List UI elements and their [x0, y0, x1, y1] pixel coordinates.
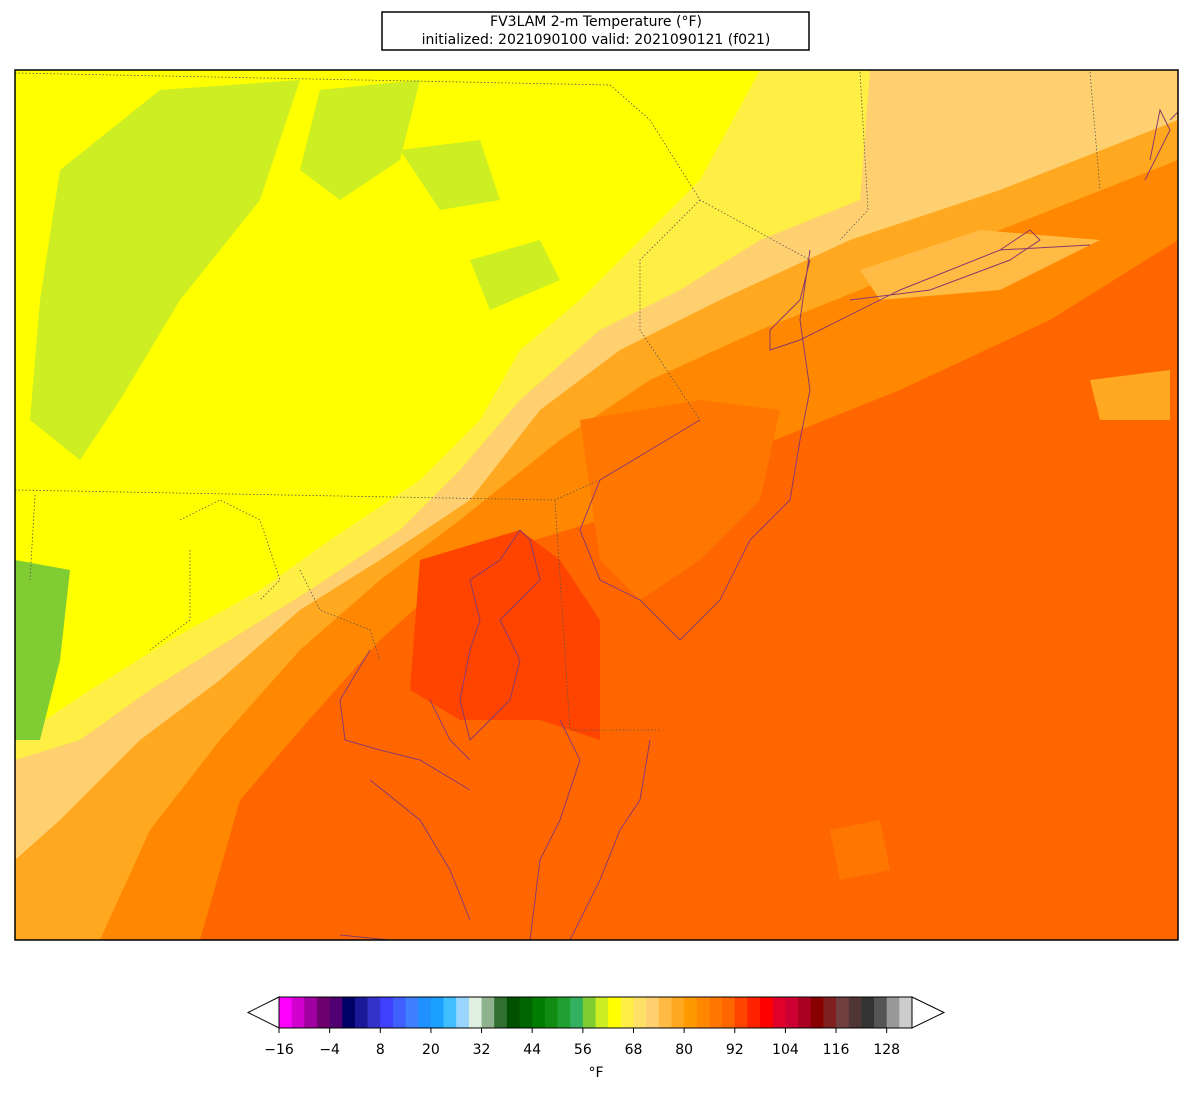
- colorbar-bin: [785, 997, 799, 1028]
- colorbar-bin: [595, 997, 609, 1028]
- colorbar-bin: [646, 997, 660, 1028]
- colorbar-bin: [304, 997, 318, 1028]
- colorbar-bin: [342, 997, 356, 1028]
- colorbar-bin: [481, 997, 495, 1028]
- colorbar-bin: [696, 997, 710, 1028]
- colorbar-bin: [608, 997, 622, 1028]
- colorbar-bin: [709, 997, 723, 1028]
- colorbar-bin: [886, 997, 900, 1028]
- map-frame: [14, 69, 1179, 941]
- colorbar-bin: [329, 997, 343, 1028]
- colorbar-label: °F: [588, 1065, 603, 1081]
- colorbar-tick-label: 8: [376, 1042, 385, 1058]
- colorbar-bin: [899, 997, 913, 1028]
- colorbar-bin: [810, 997, 824, 1028]
- colorbar-bin: [380, 997, 394, 1028]
- colorbar-bin: [544, 997, 559, 1028]
- colorbar-bin: [798, 997, 812, 1028]
- colorbar-bin: [418, 997, 432, 1028]
- colorbar-tick-label: 128: [873, 1042, 900, 1058]
- colorbar-bin: [582, 997, 596, 1028]
- colorbar-bin: [519, 997, 533, 1028]
- colorbar-tick-label: 20: [422, 1042, 440, 1058]
- colorbar-bin: [557, 997, 571, 1028]
- colorbar-tick-label: 44: [523, 1042, 541, 1058]
- colorbar-bin: [671, 997, 685, 1028]
- colorbar-bin: [823, 997, 837, 1028]
- colorbar-tick-label: 104: [772, 1042, 799, 1058]
- title-box: [381, 11, 810, 51]
- colorbar: −16 −4 8 20 32 44 56 68 80 92 104 116 128: [246, 996, 946, 1058]
- colorbar-bin: [532, 997, 546, 1028]
- colorbar-bin: [620, 997, 634, 1028]
- colorbar-tick-label: 68: [625, 1042, 643, 1058]
- colorbar-extend-high: [911, 996, 946, 1029]
- colorbar-bin: [468, 997, 483, 1028]
- colorbar-bin: [291, 997, 305, 1028]
- colorbar-frame: [278, 996, 913, 1029]
- colorbar-tick-label: 56: [574, 1042, 592, 1058]
- colorbar-bin: [405, 997, 419, 1028]
- colorbar-bin: [861, 997, 875, 1028]
- colorbar-bin: [836, 997, 850, 1028]
- temperature-map: [15, 70, 1178, 940]
- colorbar-bin: [772, 997, 786, 1028]
- colorbar-bin: [658, 997, 672, 1028]
- title-line: FV3LAM 2-m Temperature (°F): [490, 14, 702, 30]
- colorbar-tick-label: −4: [319, 1042, 340, 1058]
- colorbar-bin: [443, 997, 457, 1028]
- colorbar-bin: [570, 997, 584, 1028]
- colorbar-bin: [722, 997, 736, 1028]
- colorbar-tick-label: −16: [264, 1042, 294, 1058]
- colorbar-bin: [848, 997, 862, 1028]
- colorbar-bin: [760, 997, 774, 1028]
- colorbar-bin: [316, 997, 331, 1028]
- colorbar-tick-label: 116: [823, 1042, 850, 1058]
- colorbar-bin: [506, 997, 521, 1028]
- colorbar-tick-label: 92: [726, 1042, 744, 1058]
- colorbar-bin: [279, 997, 293, 1028]
- colorbar-bin: [354, 997, 369, 1028]
- colorbar-bin: [684, 997, 698, 1028]
- title-line: initialized: 2021090100 valid: 202109012…: [422, 32, 771, 48]
- colorbar-extend-low: [246, 996, 280, 1029]
- colorbar-bin: [456, 997, 470, 1028]
- colorbar-bin: [392, 997, 407, 1028]
- colorbar-bin: [367, 997, 381, 1028]
- colorbar-bin: [874, 997, 888, 1028]
- colorbar-tick-label: 32: [473, 1042, 491, 1058]
- colorbar-bin: [430, 997, 445, 1028]
- colorbar-bin: [494, 997, 508, 1028]
- colorbar-bin: [747, 997, 761, 1028]
- colorbar-bin: [633, 997, 647, 1028]
- colorbar-tick-label: 80: [675, 1042, 693, 1058]
- colorbar-bin: [734, 997, 748, 1028]
